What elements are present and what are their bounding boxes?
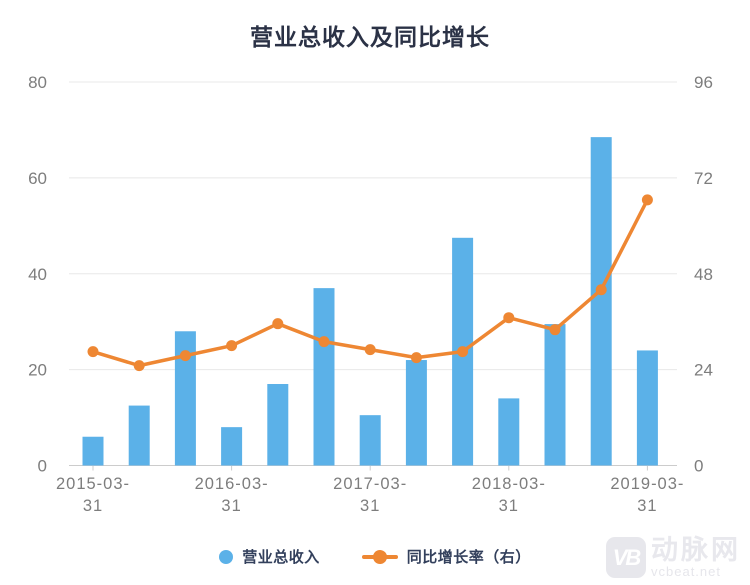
y-axis-label-left: 60: [28, 169, 47, 188]
revenue-bar[interactable]: [405, 360, 427, 466]
growth-rate-point[interactable]: [364, 344, 376, 356]
growth-rate-point[interactable]: [641, 194, 653, 206]
revenue-bar[interactable]: [636, 350, 658, 466]
y-axis-label-right: 24: [694, 361, 713, 380]
y-axis-label-right: 0: [694, 457, 703, 476]
revenue-bar[interactable]: [221, 427, 243, 466]
bar-series-marker-icon: [219, 549, 234, 564]
y-axis-label-right: 72: [694, 169, 713, 188]
growth-rate-point[interactable]: [503, 312, 515, 324]
watermark-text: 动脉网 vcbeat.net: [651, 535, 741, 579]
revenue-bar[interactable]: [267, 384, 289, 466]
revenue-bar[interactable]: [544, 324, 566, 466]
legend-item-growth-rate[interactable]: 同比增长率（右）: [361, 546, 531, 567]
y-axis-label-left: 40: [28, 265, 47, 284]
chart-title: 营业总收入及同比增长: [250, 24, 490, 50]
watermark-name: 动脉网: [651, 535, 741, 565]
revenue-bar[interactable]: [313, 288, 335, 466]
chart-legend: 营业总收入 同比增长率（右）: [0, 546, 750, 567]
x-axis-label: 2015-03-31: [56, 475, 130, 515]
revenue-bar[interactable]: [128, 405, 150, 466]
y-axis-label-right: 48: [694, 265, 713, 284]
growth-rate-point[interactable]: [133, 360, 145, 372]
growth-rate-point[interactable]: [226, 340, 238, 352]
legend-label-revenue: 营业总收入: [242, 549, 320, 566]
y-axis-label-left: 20: [28, 361, 47, 380]
legend-label-growth-rate: 同比增长率（右）: [406, 549, 531, 566]
chart-plot-area: 0 20 40 60 80 0 24 48 72 96 2015-03-31 2016-03-31 20…: [28, 73, 713, 515]
x-axis-label: 2017-03-31: [333, 475, 407, 515]
growth-rate-point[interactable]: [87, 346, 99, 358]
y-axis-label-right: 96: [694, 73, 713, 92]
growth-rate-point[interactable]: [549, 324, 561, 336]
x-axis-label: 2019-03-31: [610, 475, 684, 515]
revenue-bar[interactable]: [174, 331, 196, 466]
growth-rate-point[interactable]: [179, 350, 191, 362]
growth-rate-point[interactable]: [318, 336, 330, 348]
legend-item-revenue[interactable]: 营业总收入: [219, 546, 320, 567]
line-series-marker-icon: [361, 549, 398, 564]
revenue-bar[interactable]: [590, 137, 612, 466]
watermark-site: vcbeat.net: [651, 564, 721, 579]
growth-rate-point[interactable]: [457, 346, 469, 358]
y-axis-label-left: 0: [38, 457, 47, 476]
x-axis-label: 2016-03-31: [195, 475, 269, 515]
growth-rate-point[interactable]: [595, 284, 607, 296]
x-axis-label: 2018-03-31: [472, 475, 546, 515]
revenue-bar[interactable]: [498, 398, 520, 466]
vcbeat-logo-text: VB: [612, 544, 642, 570]
watermark: VB 动脉网 vcbeat.net: [606, 537, 741, 578]
growth-rate-point[interactable]: [410, 352, 422, 364]
vcbeat-logo-icon: VB: [606, 537, 646, 578]
y-axis-label-left: 80: [28, 73, 47, 92]
revenue-bar[interactable]: [82, 436, 104, 466]
growth-rate-point[interactable]: [272, 318, 284, 330]
revenue-bar[interactable]: [359, 415, 381, 466]
